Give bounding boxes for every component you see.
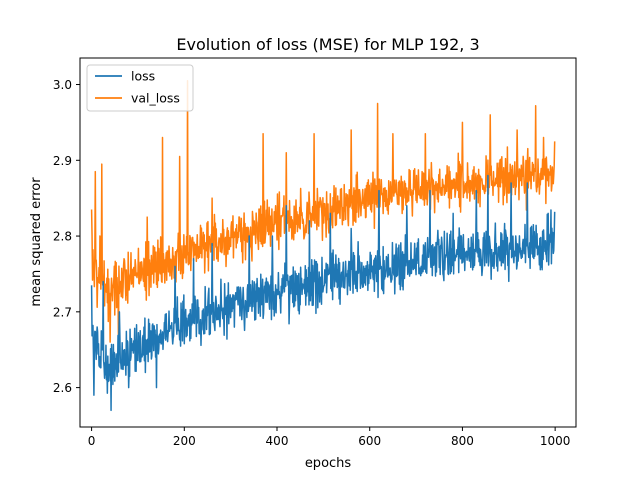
x-tick-label: 1000 (540, 434, 571, 448)
y-tick-label: 2.7 (53, 305, 72, 319)
x-tick-label: 400 (266, 434, 289, 448)
x-axis-label: epochs (305, 456, 352, 471)
y-axis: 2.6 2.7 2.8 2.9 3.0 (53, 78, 80, 395)
series-line-val-loss (90, 79, 556, 343)
x-axis: 0 200 400 600 800 1000 (88, 427, 571, 448)
y-tick-label: 2.6 (53, 381, 72, 395)
legend-label-loss: loss (131, 69, 155, 84)
x-tick-label: 200 (173, 434, 196, 448)
legend-label-val-loss: val_loss (131, 91, 180, 106)
plot-frame (79, 57, 577, 428)
x-tick-label: 600 (358, 434, 381, 448)
x-tick-label: 0 (88, 434, 96, 448)
y-tick-label: 2.8 (53, 230, 72, 244)
chart-title: Evolution of loss (MSE) for MLP 192, 3 (176, 35, 479, 54)
legend: loss val_loss (86, 64, 194, 112)
y-axis-label: mean squared error (29, 177, 44, 307)
x-tick-label: 800 (451, 434, 474, 448)
series-layer (90, 79, 556, 412)
y-tick-label: 3.0 (53, 78, 72, 92)
y-tick-label: 2.9 (53, 154, 72, 168)
series-line-loss (90, 174, 556, 412)
